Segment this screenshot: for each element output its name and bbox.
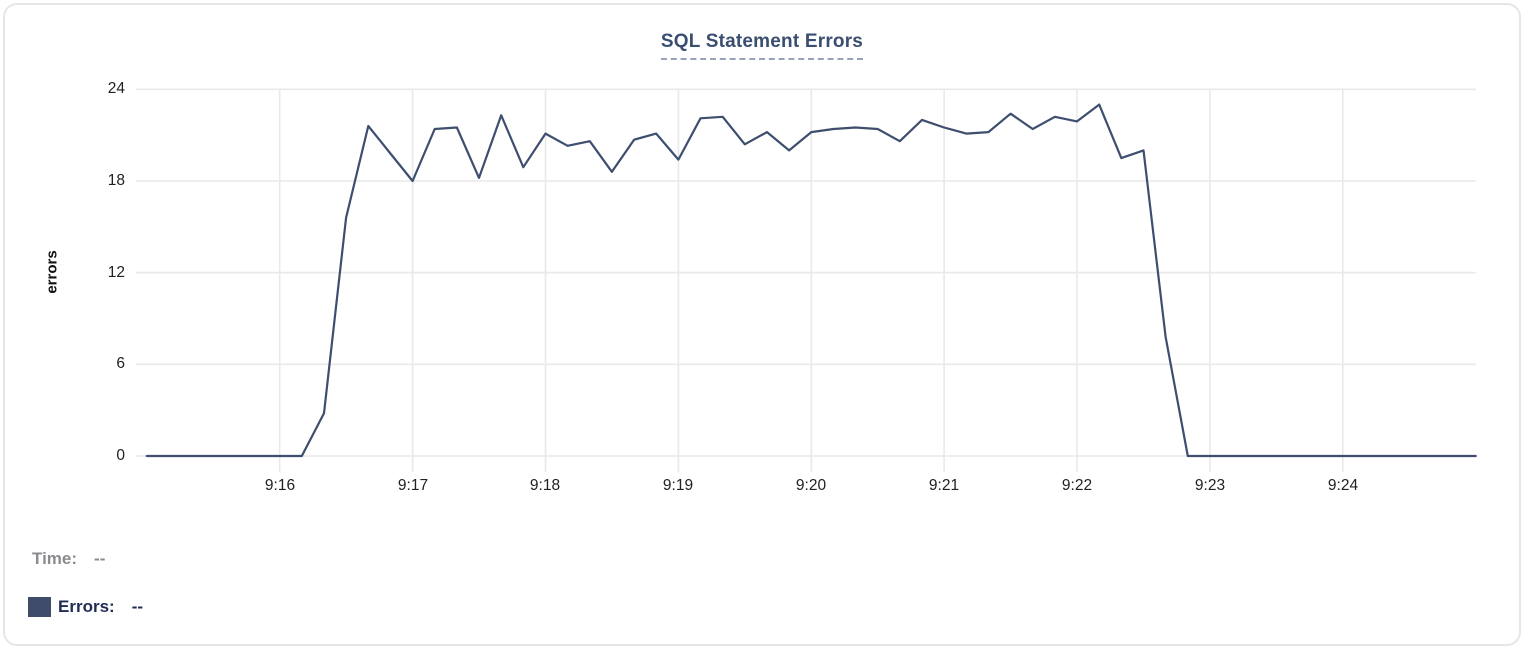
tooltip-errors-value: -- (131, 597, 144, 616)
x-tick-label: 9:17 (397, 477, 429, 494)
x-tick-label: 9:22 (1061, 477, 1093, 494)
x-tick-label: 9:19 (662, 477, 694, 494)
line-chart-plot-area[interactable] (5, 5, 1528, 652)
chart-card: SQL Statement Errors errors 0 6 12 18 24 9:1… (3, 3, 1521, 646)
chart-header: SQL Statement Errors (5, 31, 1519, 60)
y-tick-label: 0 (116, 447, 125, 464)
x-tick-label: 9:16 (264, 477, 296, 494)
tooltip-errors-label: Errors: (58, 597, 115, 616)
y-tick-label: 18 (107, 172, 125, 189)
errors-line-series (145, 103, 1477, 458)
x-tick-label: 9:23 (1194, 477, 1226, 494)
tooltip-time-value: -- (94, 549, 106, 568)
gridlines (136, 88, 1476, 472)
y-tick-label: 24 (107, 80, 125, 97)
x-tick-label: 9:24 (1327, 477, 1359, 494)
tooltip-errors-row: Errors: -- (28, 597, 143, 617)
chart-title[interactable]: SQL Statement Errors (660, 31, 864, 60)
x-tick-label: 9:20 (795, 477, 827, 494)
errors-series-swatch (28, 597, 51, 617)
tooltip-time-row: Time: -- (32, 549, 105, 569)
x-tick-label: 9:21 (928, 477, 960, 494)
y-tick-label: 6 (116, 355, 125, 372)
y-tick-label: 12 (107, 264, 125, 281)
x-tick-label: 9:18 (529, 477, 561, 494)
tooltip-time-label: Time: (32, 549, 78, 568)
